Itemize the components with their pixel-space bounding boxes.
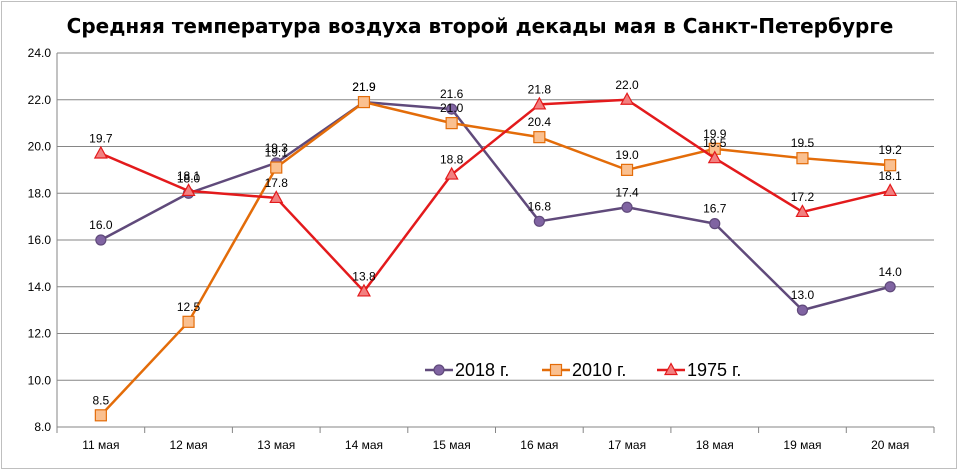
legend-item: 2018 г. [425, 360, 509, 380]
data-point-marker [95, 234, 107, 246]
data-label: 21.6 [440, 87, 464, 101]
data-point-marker [621, 201, 633, 213]
y-tick-label: 14.0 [28, 280, 52, 294]
legend-label: 1975 г. [687, 360, 741, 380]
axes: 8.0 10.0 12.0 14.0 16.0 18.0 20.0 22.0 24.0 11 ма… [28, 46, 935, 452]
y-tick-label: 20.0 [28, 140, 52, 154]
data-label: 19.2 [878, 143, 902, 157]
data-label: 19.5 [703, 136, 727, 150]
x-tick-label: 17 мая [608, 438, 646, 452]
chart-title: Средняя температура воздуха второй декад… [67, 14, 894, 38]
data-point-marker [269, 190, 284, 204]
x-tick-label: 20 мая [871, 438, 909, 452]
data-label: 16.8 [528, 199, 552, 213]
data-label: 19.7 [89, 132, 113, 146]
data-label: 12.5 [177, 300, 201, 314]
data-point-marker [356, 283, 371, 297]
data-labels: 16.0 18.0 19.3 21.9 21.6 16.8 17.4 16.7 13.0 14.0… [89, 78, 902, 408]
series-line [99, 100, 891, 417]
y-tick-label: 10.0 [28, 373, 52, 387]
x-tick-label: 12 мая [169, 438, 207, 452]
data-label: 18.1 [878, 169, 902, 183]
x-tick-label: 15 мая [433, 438, 471, 452]
data-point-marker [795, 204, 810, 218]
data-point-marker [707, 150, 722, 164]
data-label: 17.4 [615, 185, 639, 199]
series-group [93, 91, 898, 422]
x-tick-label: 16 мая [520, 438, 558, 452]
data-label: 13.8 [352, 269, 376, 283]
legend-item: 2010 г. [542, 360, 626, 380]
data-point-marker [94, 409, 107, 422]
legend-item: 1975 г. [657, 360, 741, 380]
data-label: 21.8 [528, 82, 552, 96]
data-point-marker [444, 166, 459, 180]
y-tick-label: 22.0 [28, 93, 52, 107]
data-point-marker [532, 96, 547, 110]
data-label: 19.5 [791, 136, 815, 150]
series-line [100, 100, 891, 312]
series-3 [93, 91, 898, 297]
data-point-marker [182, 315, 195, 328]
x-tick-label: 14 мая [345, 438, 383, 452]
data-label: 21.9 [352, 80, 376, 94]
data-label: 14.0 [878, 265, 902, 279]
data-label: 20.4 [528, 115, 552, 129]
data-point-marker [533, 215, 545, 227]
data-label: 21.0 [440, 101, 464, 115]
data-label: 18.0 [177, 171, 201, 185]
y-tick-label: 16.0 [28, 233, 52, 247]
legend-marker [663, 362, 679, 376]
y-tick-label: 12.0 [28, 327, 52, 341]
legend-label: 2018 г. [455, 360, 509, 380]
data-point-marker [181, 183, 196, 197]
x-tick-label: 19 мая [783, 438, 821, 452]
data-point-marker [709, 218, 721, 230]
data-label: 18.1 [177, 169, 201, 183]
series-2 [94, 95, 897, 422]
data-label: 13.0 [791, 288, 815, 302]
data-label: 16.7 [703, 202, 727, 216]
data-label: 17.8 [265, 176, 289, 190]
legend-marker [549, 363, 563, 377]
data-point-marker [446, 103, 458, 115]
data-point-marker [883, 183, 898, 197]
data-label: 16.0 [89, 218, 113, 232]
data-label: 19.0 [615, 148, 639, 162]
data-label: 18.8 [440, 153, 464, 167]
data-label: 19.9 [703, 127, 727, 141]
data-label: 22.0 [615, 78, 639, 92]
legend: 2018 г. 2010 г. 1975 г. [425, 360, 741, 380]
data-point-marker [357, 95, 371, 109]
y-tick-label: 8.0 [34, 420, 51, 434]
data-point-marker [93, 145, 108, 159]
data-point-marker [533, 131, 546, 144]
data-point-marker [884, 281, 896, 293]
data-label: 19.3 [265, 141, 289, 155]
data-point-marker [796, 304, 809, 316]
y-tick-label: 18.0 [28, 186, 52, 200]
data-label: 8.5 [93, 393, 110, 407]
data-point-marker [884, 159, 897, 172]
data-label: 19.1 [265, 146, 289, 160]
y-tick-label: 24.0 [28, 46, 52, 60]
data-point-marker [796, 152, 809, 165]
series-line [100, 98, 891, 293]
legend-label: 2010 г. [572, 360, 626, 380]
data-point-marker [620, 163, 634, 176]
data-label: 17.2 [791, 190, 815, 204]
data-point-marker [270, 161, 283, 174]
data-point-marker [445, 117, 458, 130]
data-point-marker [620, 91, 635, 105]
x-tick-label: 13 мая [257, 438, 295, 452]
data-label: 21.9 [352, 80, 376, 94]
x-tick-label: 18 мая [696, 438, 734, 452]
legend-marker [433, 364, 445, 376]
x-tick-label: 11 мая [82, 438, 119, 452]
